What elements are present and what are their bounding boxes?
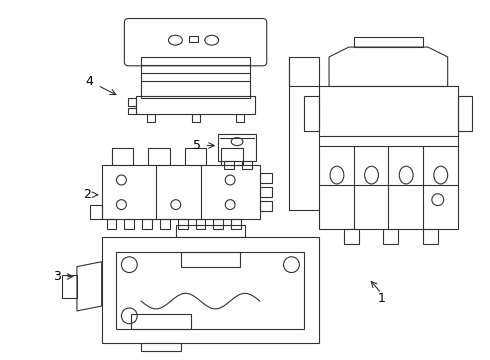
Text: 2: 2 bbox=[83, 188, 91, 201]
Text: 3: 3 bbox=[53, 270, 61, 283]
Text: 5: 5 bbox=[193, 139, 200, 152]
Text: 1: 1 bbox=[377, 292, 385, 305]
Text: 4: 4 bbox=[86, 75, 94, 88]
